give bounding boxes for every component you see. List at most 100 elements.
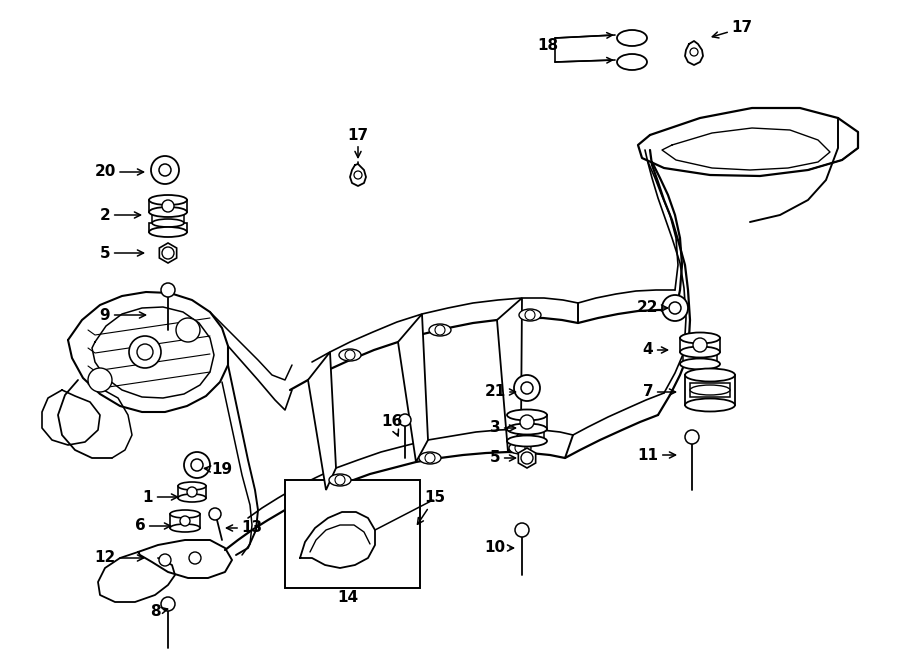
Text: 7: 7 (643, 385, 676, 399)
Text: 4: 4 (643, 342, 668, 358)
Bar (683, 352, 717, 364)
Bar (149, 223, 187, 232)
Circle shape (162, 200, 174, 212)
Circle shape (690, 48, 698, 56)
Circle shape (189, 552, 201, 564)
Circle shape (159, 164, 171, 176)
Ellipse shape (680, 332, 720, 344)
Text: 17: 17 (347, 128, 369, 157)
Circle shape (399, 414, 411, 426)
Circle shape (521, 452, 533, 464)
Text: 8: 8 (149, 605, 167, 619)
Ellipse shape (149, 195, 187, 205)
Circle shape (693, 338, 707, 352)
Ellipse shape (507, 424, 547, 434)
Circle shape (662, 295, 688, 321)
Ellipse shape (152, 219, 184, 227)
Circle shape (521, 382, 533, 394)
Circle shape (515, 523, 529, 537)
Circle shape (161, 597, 175, 611)
Circle shape (335, 475, 345, 485)
Text: 17: 17 (712, 20, 752, 38)
Bar (510, 429, 544, 441)
Circle shape (425, 453, 435, 463)
Ellipse shape (149, 227, 187, 237)
Ellipse shape (509, 442, 531, 454)
Circle shape (180, 516, 190, 526)
Circle shape (151, 156, 179, 184)
Text: 11: 11 (637, 447, 676, 463)
Ellipse shape (680, 358, 720, 369)
Bar (152, 213, 184, 223)
Circle shape (685, 430, 699, 444)
Bar (690, 383, 730, 397)
Polygon shape (518, 448, 536, 468)
Text: 6: 6 (135, 518, 170, 533)
Polygon shape (398, 314, 428, 462)
Text: 9: 9 (100, 307, 146, 323)
Text: 14: 14 (338, 590, 358, 605)
Bar (680, 338, 720, 352)
Ellipse shape (339, 349, 361, 361)
Ellipse shape (617, 30, 647, 46)
Ellipse shape (519, 309, 541, 321)
Ellipse shape (170, 510, 200, 518)
Circle shape (525, 310, 535, 320)
Circle shape (176, 318, 200, 342)
Polygon shape (159, 243, 176, 263)
Circle shape (88, 368, 112, 392)
Circle shape (354, 171, 362, 179)
Circle shape (669, 302, 681, 314)
Circle shape (514, 375, 540, 401)
Ellipse shape (178, 482, 206, 490)
Text: 15: 15 (418, 490, 446, 524)
Ellipse shape (170, 524, 200, 532)
Circle shape (162, 247, 174, 259)
Circle shape (184, 452, 210, 478)
Circle shape (191, 459, 203, 471)
Polygon shape (497, 298, 522, 452)
Bar (170, 514, 200, 528)
Circle shape (345, 350, 355, 360)
Text: 1: 1 (143, 490, 177, 504)
Text: 22: 22 (637, 301, 668, 315)
Text: 21: 21 (484, 385, 516, 399)
Ellipse shape (680, 346, 720, 358)
Text: 2: 2 (100, 208, 140, 223)
Ellipse shape (690, 385, 730, 395)
Ellipse shape (685, 368, 735, 381)
Bar (507, 415, 547, 429)
Ellipse shape (507, 410, 547, 420)
Circle shape (209, 508, 221, 520)
Ellipse shape (178, 494, 206, 502)
Circle shape (515, 443, 525, 453)
Bar (285, 480, 420, 588)
Ellipse shape (617, 54, 647, 70)
Text: 16: 16 (382, 414, 402, 436)
Circle shape (161, 283, 175, 297)
Text: 5: 5 (490, 451, 516, 465)
Bar (149, 200, 187, 212)
Ellipse shape (429, 324, 451, 336)
Circle shape (520, 415, 534, 429)
Circle shape (129, 336, 161, 368)
Ellipse shape (329, 474, 351, 486)
Text: 18: 18 (537, 38, 559, 52)
Text: 19: 19 (204, 463, 232, 477)
Polygon shape (308, 352, 336, 490)
Text: 20: 20 (94, 165, 143, 180)
Circle shape (435, 325, 445, 335)
Text: 13: 13 (227, 520, 263, 535)
Bar (178, 486, 206, 498)
Ellipse shape (149, 207, 187, 217)
Text: 12: 12 (94, 551, 143, 566)
Bar (685, 375, 735, 405)
Text: 5: 5 (100, 245, 143, 260)
Circle shape (159, 554, 171, 566)
Text: 3: 3 (490, 420, 516, 436)
Ellipse shape (685, 399, 735, 412)
Ellipse shape (507, 436, 547, 446)
Circle shape (187, 487, 197, 497)
Ellipse shape (419, 452, 441, 464)
Text: 10: 10 (484, 541, 514, 555)
